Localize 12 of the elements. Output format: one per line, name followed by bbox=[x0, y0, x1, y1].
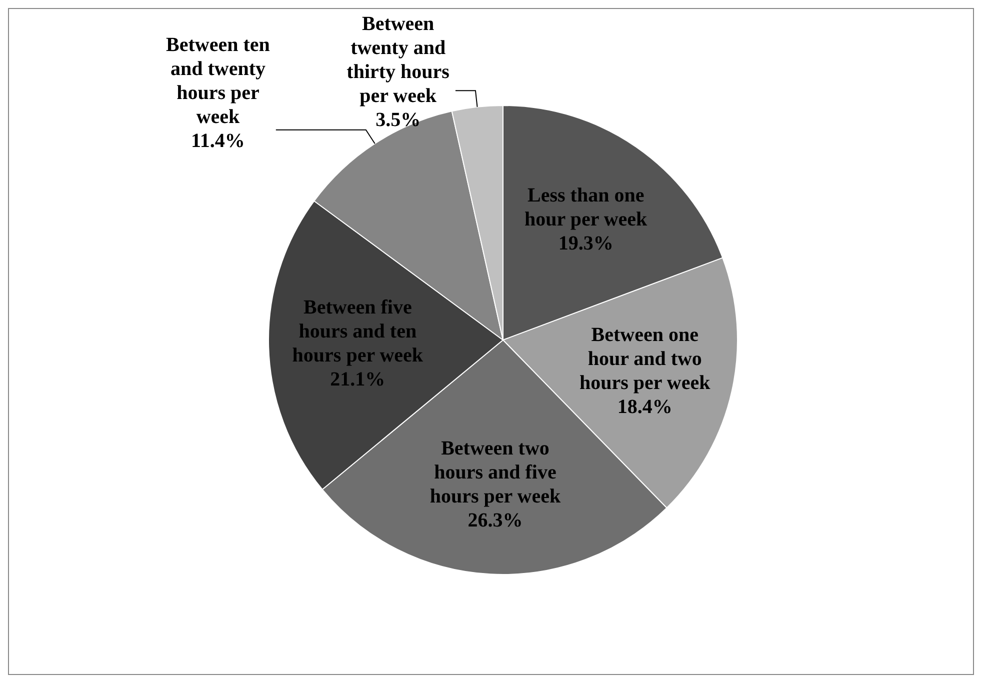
slice-label: Between two hours and five hours per week bbox=[430, 437, 562, 508]
slice-label: Less than one hour per week bbox=[524, 184, 648, 231]
data-label: 11.4% bbox=[191, 130, 245, 152]
data-label: 21.1% bbox=[330, 368, 386, 390]
data-label: 3.5% bbox=[376, 109, 421, 132]
data-label: 18.4% bbox=[617, 396, 672, 418]
slice-label: Between one hour and two hours per week bbox=[580, 324, 712, 394]
data-label: 19.3% bbox=[558, 232, 614, 255]
slice-label: Between twenty and thirty hours per week bbox=[346, 13, 450, 108]
data-label: 26.3% bbox=[468, 509, 523, 532]
slice-label: Between ten and twenty hours per week bbox=[166, 34, 270, 128]
slice-label: Between five hours and ten hours per week bbox=[292, 296, 424, 366]
